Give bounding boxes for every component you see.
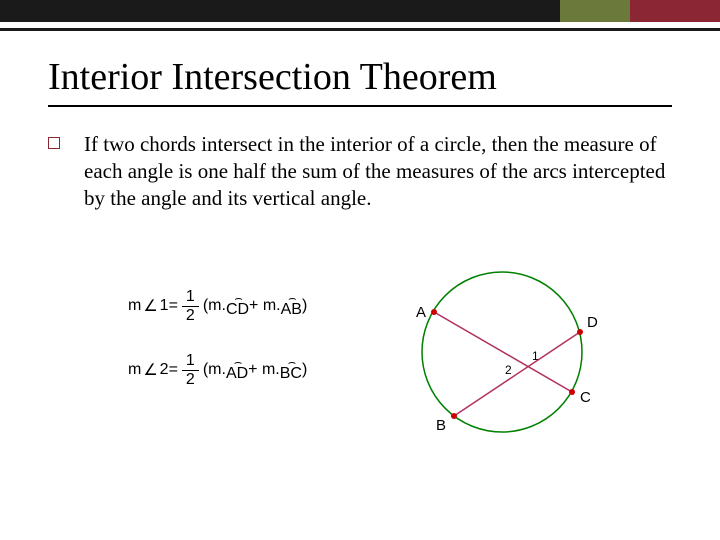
angle-label-2: 2: [505, 363, 512, 377]
point-c: [569, 389, 575, 395]
angle-icon: ∠: [143, 360, 157, 380]
point-d: [577, 329, 583, 335]
bar-segment-maroon: [630, 0, 720, 22]
point-b: [451, 413, 457, 419]
slide-content: Interior Intersection Theorem If two cho…: [0, 31, 720, 452]
label-a: A: [416, 304, 426, 321]
f1-num: 1: [182, 288, 199, 307]
f1-arc1: CD: [226, 302, 249, 318]
f2-num: 1: [182, 352, 199, 371]
f2-open: (m.: [203, 361, 226, 379]
bar-segment-dark: [0, 0, 560, 22]
f2-den: 2: [182, 371, 199, 389]
f2-m: m: [128, 361, 141, 379]
f2-mid: + m.: [248, 361, 280, 379]
formula-block: m ∠ 1 = 1 2 (m. ⌢ CD + m. ⌢ AB ): [128, 288, 307, 416]
f1-arc2: AB: [281, 302, 302, 318]
f1-anglenum: 1: [160, 297, 169, 315]
point-a: [431, 309, 437, 315]
f2-arc1: AD: [226, 366, 248, 382]
slide-title: Interior Intersection Theorem: [48, 55, 672, 99]
f1-den: 2: [182, 307, 199, 325]
top-accent-bar: [0, 0, 720, 22]
angle-icon: ∠: [143, 296, 157, 316]
f2-eq: =: [169, 361, 178, 379]
formula-2: m ∠ 2 = 1 2 (m. ⌢ AD + m. ⌢ BC ): [128, 352, 307, 388]
label-d: D: [587, 314, 598, 331]
f2-arc2: BC: [280, 366, 302, 382]
arc-label: ⌢ CD: [226, 295, 249, 318]
body-text: If two chords intersect in the interior …: [84, 131, 672, 213]
arc-label: ⌢ AD: [226, 359, 248, 382]
f1-m: m: [128, 297, 141, 315]
circle-diagram: A D B C 1 2: [392, 252, 612, 452]
arc-label: ⌢ AB: [281, 295, 302, 318]
label-b: B: [436, 417, 446, 434]
chord-bd: [454, 332, 580, 416]
bar-segment-olive: [560, 0, 630, 22]
arc-label: ⌢ BC: [280, 359, 302, 382]
label-c: C: [580, 389, 591, 406]
f1-eq: =: [169, 297, 178, 315]
diagram-area: m ∠ 1 = 1 2 (m. ⌢ CD + m. ⌢ AB ): [48, 212, 672, 452]
f2-anglenum: 2: [160, 361, 169, 379]
angle-label-1: 1: [532, 349, 539, 363]
f1-open: (m.: [203, 297, 226, 315]
fraction-icon: 1 2: [182, 288, 199, 324]
formula-1: m ∠ 1 = 1 2 (m. ⌢ CD + m. ⌢ AB ): [128, 288, 307, 324]
f1-mid: + m.: [249, 297, 281, 315]
f2-close: ): [302, 361, 307, 379]
f1-close: ): [302, 297, 307, 315]
bullet-square-icon: [48, 137, 60, 149]
title-underline: [48, 105, 672, 107]
fraction-icon: 1 2: [182, 352, 199, 388]
body-row: If two chords intersect in the interior …: [48, 131, 672, 213]
